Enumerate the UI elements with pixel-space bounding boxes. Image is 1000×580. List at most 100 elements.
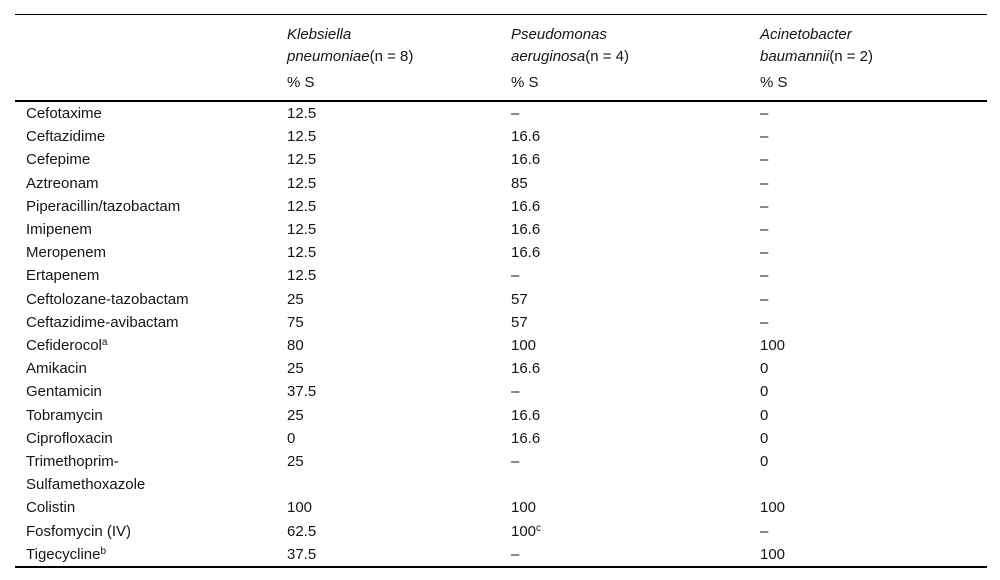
percent-susceptible-value: 16.6 xyxy=(511,128,541,146)
drug-name-cell: Tigecyclineb xyxy=(15,543,287,567)
table-row: Fosfomycin (IV) 62.5 100c – xyxy=(15,520,987,543)
percent-susceptible-value: 16.6 xyxy=(511,197,541,215)
drug-name-cell: Ceftazidime xyxy=(15,125,287,148)
percent-susceptible-value: 57 xyxy=(511,290,528,308)
klebsiella-value-cell: 75 xyxy=(287,311,511,334)
table-row: Ceftazidime-avibactam 75 57 – xyxy=(15,311,987,334)
table-body: Cefotaxime 12.5 – – Ceftazidime 12.5 16.… xyxy=(15,101,987,567)
acinetobacter-value-cell: – xyxy=(760,101,987,125)
percent-susceptible-value: – xyxy=(760,290,769,308)
klebsiella-value-cell: 25 xyxy=(287,404,511,427)
drug-name: Amikacin xyxy=(26,360,87,378)
klebsiella-value-cell: 12.5 xyxy=(287,101,511,125)
percent-susceptible-value: 37.5 xyxy=(287,383,317,401)
genus-text: Klebsiella xyxy=(287,26,352,43)
klebsiella-value-cell: 100 xyxy=(287,496,511,519)
percent-susceptible-value: – xyxy=(511,105,520,122)
percent-susceptible-value: 12.5 xyxy=(287,244,317,262)
acinetobacter-value-cell: 0 xyxy=(760,427,987,450)
acinetobacter-value-cell: 100 xyxy=(760,334,987,357)
percent-susceptible-value: 12.5 xyxy=(287,197,317,215)
susceptibility-table-wrap: Klebsiella pneumoniae(n = 8) % S Pseudomo… xyxy=(15,14,987,569)
drug-name-cell: Aztreonam xyxy=(15,172,287,195)
acinetobacter-value-cell: – xyxy=(760,125,987,148)
species-text: aeruginosa xyxy=(511,48,586,65)
percent-susceptible-value: 12.5 xyxy=(287,174,317,192)
pseudomonas-value-cell: – xyxy=(511,264,760,287)
table-row: Ciprofloxacin 0 16.6 0 xyxy=(15,427,987,450)
percent-susceptible-value: 75 xyxy=(287,313,304,331)
drug-name: Tigecycline xyxy=(26,545,101,563)
percent-susceptible-value: 0 xyxy=(760,453,769,471)
klebsiella-value-cell: 12.5 xyxy=(287,241,511,264)
klebsiella-value-cell: 80 xyxy=(287,334,511,357)
species-name: Pseudomonas aeruginosa(n = 4) xyxy=(511,24,760,68)
acinetobacter-value-cell: – xyxy=(760,311,987,334)
genus-text: Pseudomonas xyxy=(511,26,607,43)
percent-susceptible-value: 0 xyxy=(760,429,769,447)
drug-name-cell: Tobramycin xyxy=(15,404,287,427)
drug-name-cell: Meropenem xyxy=(15,241,287,264)
percent-susceptible-value: 100 xyxy=(760,499,786,517)
percent-susceptible-value: 100 xyxy=(760,545,786,563)
table-row: Gentamicin 37.5 – 0 xyxy=(15,380,987,403)
klebsiella-value-cell: 25 xyxy=(287,288,511,311)
percent-susceptible-value: – xyxy=(760,128,769,146)
metric-label: % S xyxy=(287,74,315,91)
percent-susceptible-value: 12.5 xyxy=(287,105,317,122)
drug-name-cell: Fosfomycin (IV) xyxy=(15,520,287,543)
sample-size: (n = 4) xyxy=(585,48,630,65)
drug-name: Cefiderocol xyxy=(26,337,102,355)
percent-susceptible-value: – xyxy=(760,174,769,192)
genus-text: Acinetobacter xyxy=(760,26,852,43)
drug-name: Cefotaxime xyxy=(26,105,102,122)
percent-susceptible-value: – xyxy=(511,383,520,401)
acinetobacter-value-cell: – xyxy=(760,195,987,218)
drug-name: Fosfomycin (IV) xyxy=(26,522,132,540)
acinetobacter-value-cell: – xyxy=(760,520,987,543)
species-name: Acinetobacter baumannii(n = 2) xyxy=(760,24,987,68)
table-row: Tigecyclineb 37.5 – 100 xyxy=(15,543,987,567)
klebsiella-value-cell: 25 xyxy=(287,450,511,496)
acinetobacter-value-cell: 0 xyxy=(760,380,987,403)
table-row: Amikacin 25 16.6 0 xyxy=(15,357,987,380)
drug-name: Ceftazidime-avibactam xyxy=(26,313,179,331)
acinetobacter-value-cell: – xyxy=(760,218,987,241)
percent-susceptible-value: 57 xyxy=(511,313,528,331)
table-row: Ceftolozane-tazobactam 25 57 – xyxy=(15,288,987,311)
species-text: pneumoniae xyxy=(287,48,370,65)
drug-name-cell: Cefiderocola xyxy=(15,334,287,357)
column-header-acinetobacter: Acinetobacter baumannii(n = 2) % S xyxy=(760,14,987,102)
drug-name-cell: Gentamicin xyxy=(15,380,287,403)
drug-name: Ceftolozane-tazobactam xyxy=(26,290,189,308)
drug-name: Gentamicin xyxy=(26,383,102,401)
table-row: Piperacillin/tazobactam 12.5 16.6 – xyxy=(15,195,987,218)
acinetobacter-value-cell: 100 xyxy=(760,496,987,519)
acinetobacter-value-cell: 0 xyxy=(760,404,987,427)
klebsiella-value-cell: 12.5 xyxy=(287,264,511,287)
drug-name: Tobramycin xyxy=(26,406,103,424)
table-row: Cefepime 12.5 16.6 – xyxy=(15,148,987,171)
species-name: Klebsiella pneumoniae(n = 8) xyxy=(287,24,511,68)
footnote-marker: a xyxy=(101,337,108,349)
percent-susceptible-value: – xyxy=(760,151,769,169)
percent-susceptible-value: – xyxy=(760,105,769,122)
drug-name: Cefepime xyxy=(26,151,91,169)
klebsiella-value-cell: 62.5 xyxy=(287,520,511,543)
percent-susceptible-value: 16.6 xyxy=(511,151,541,169)
table-row: Meropenem 12.5 16.6 – xyxy=(15,241,987,264)
percent-susceptible-value: 16.6 xyxy=(511,360,541,378)
percent-susceptible-value: 62.5 xyxy=(287,522,317,540)
species-text: baumannii xyxy=(760,48,830,65)
klebsiella-value-cell: 12.5 xyxy=(287,195,511,218)
susceptibility-table: Klebsiella pneumoniae(n = 8) % S Pseudomo… xyxy=(15,14,987,569)
pseudomonas-value-cell: 16.6 xyxy=(511,357,760,380)
acinetobacter-value-cell: 0 xyxy=(760,357,987,380)
pseudomonas-value-cell: 100 xyxy=(511,496,760,519)
pseudomonas-value-cell: – xyxy=(511,450,760,496)
drug-name: Aztreonam xyxy=(26,174,99,192)
percent-susceptible-value: 12.5 xyxy=(287,267,317,285)
acinetobacter-value-cell: – xyxy=(760,288,987,311)
sample-size: (n = 2) xyxy=(829,48,873,65)
table-row: Imipenem 12.5 16.6 – xyxy=(15,218,987,241)
